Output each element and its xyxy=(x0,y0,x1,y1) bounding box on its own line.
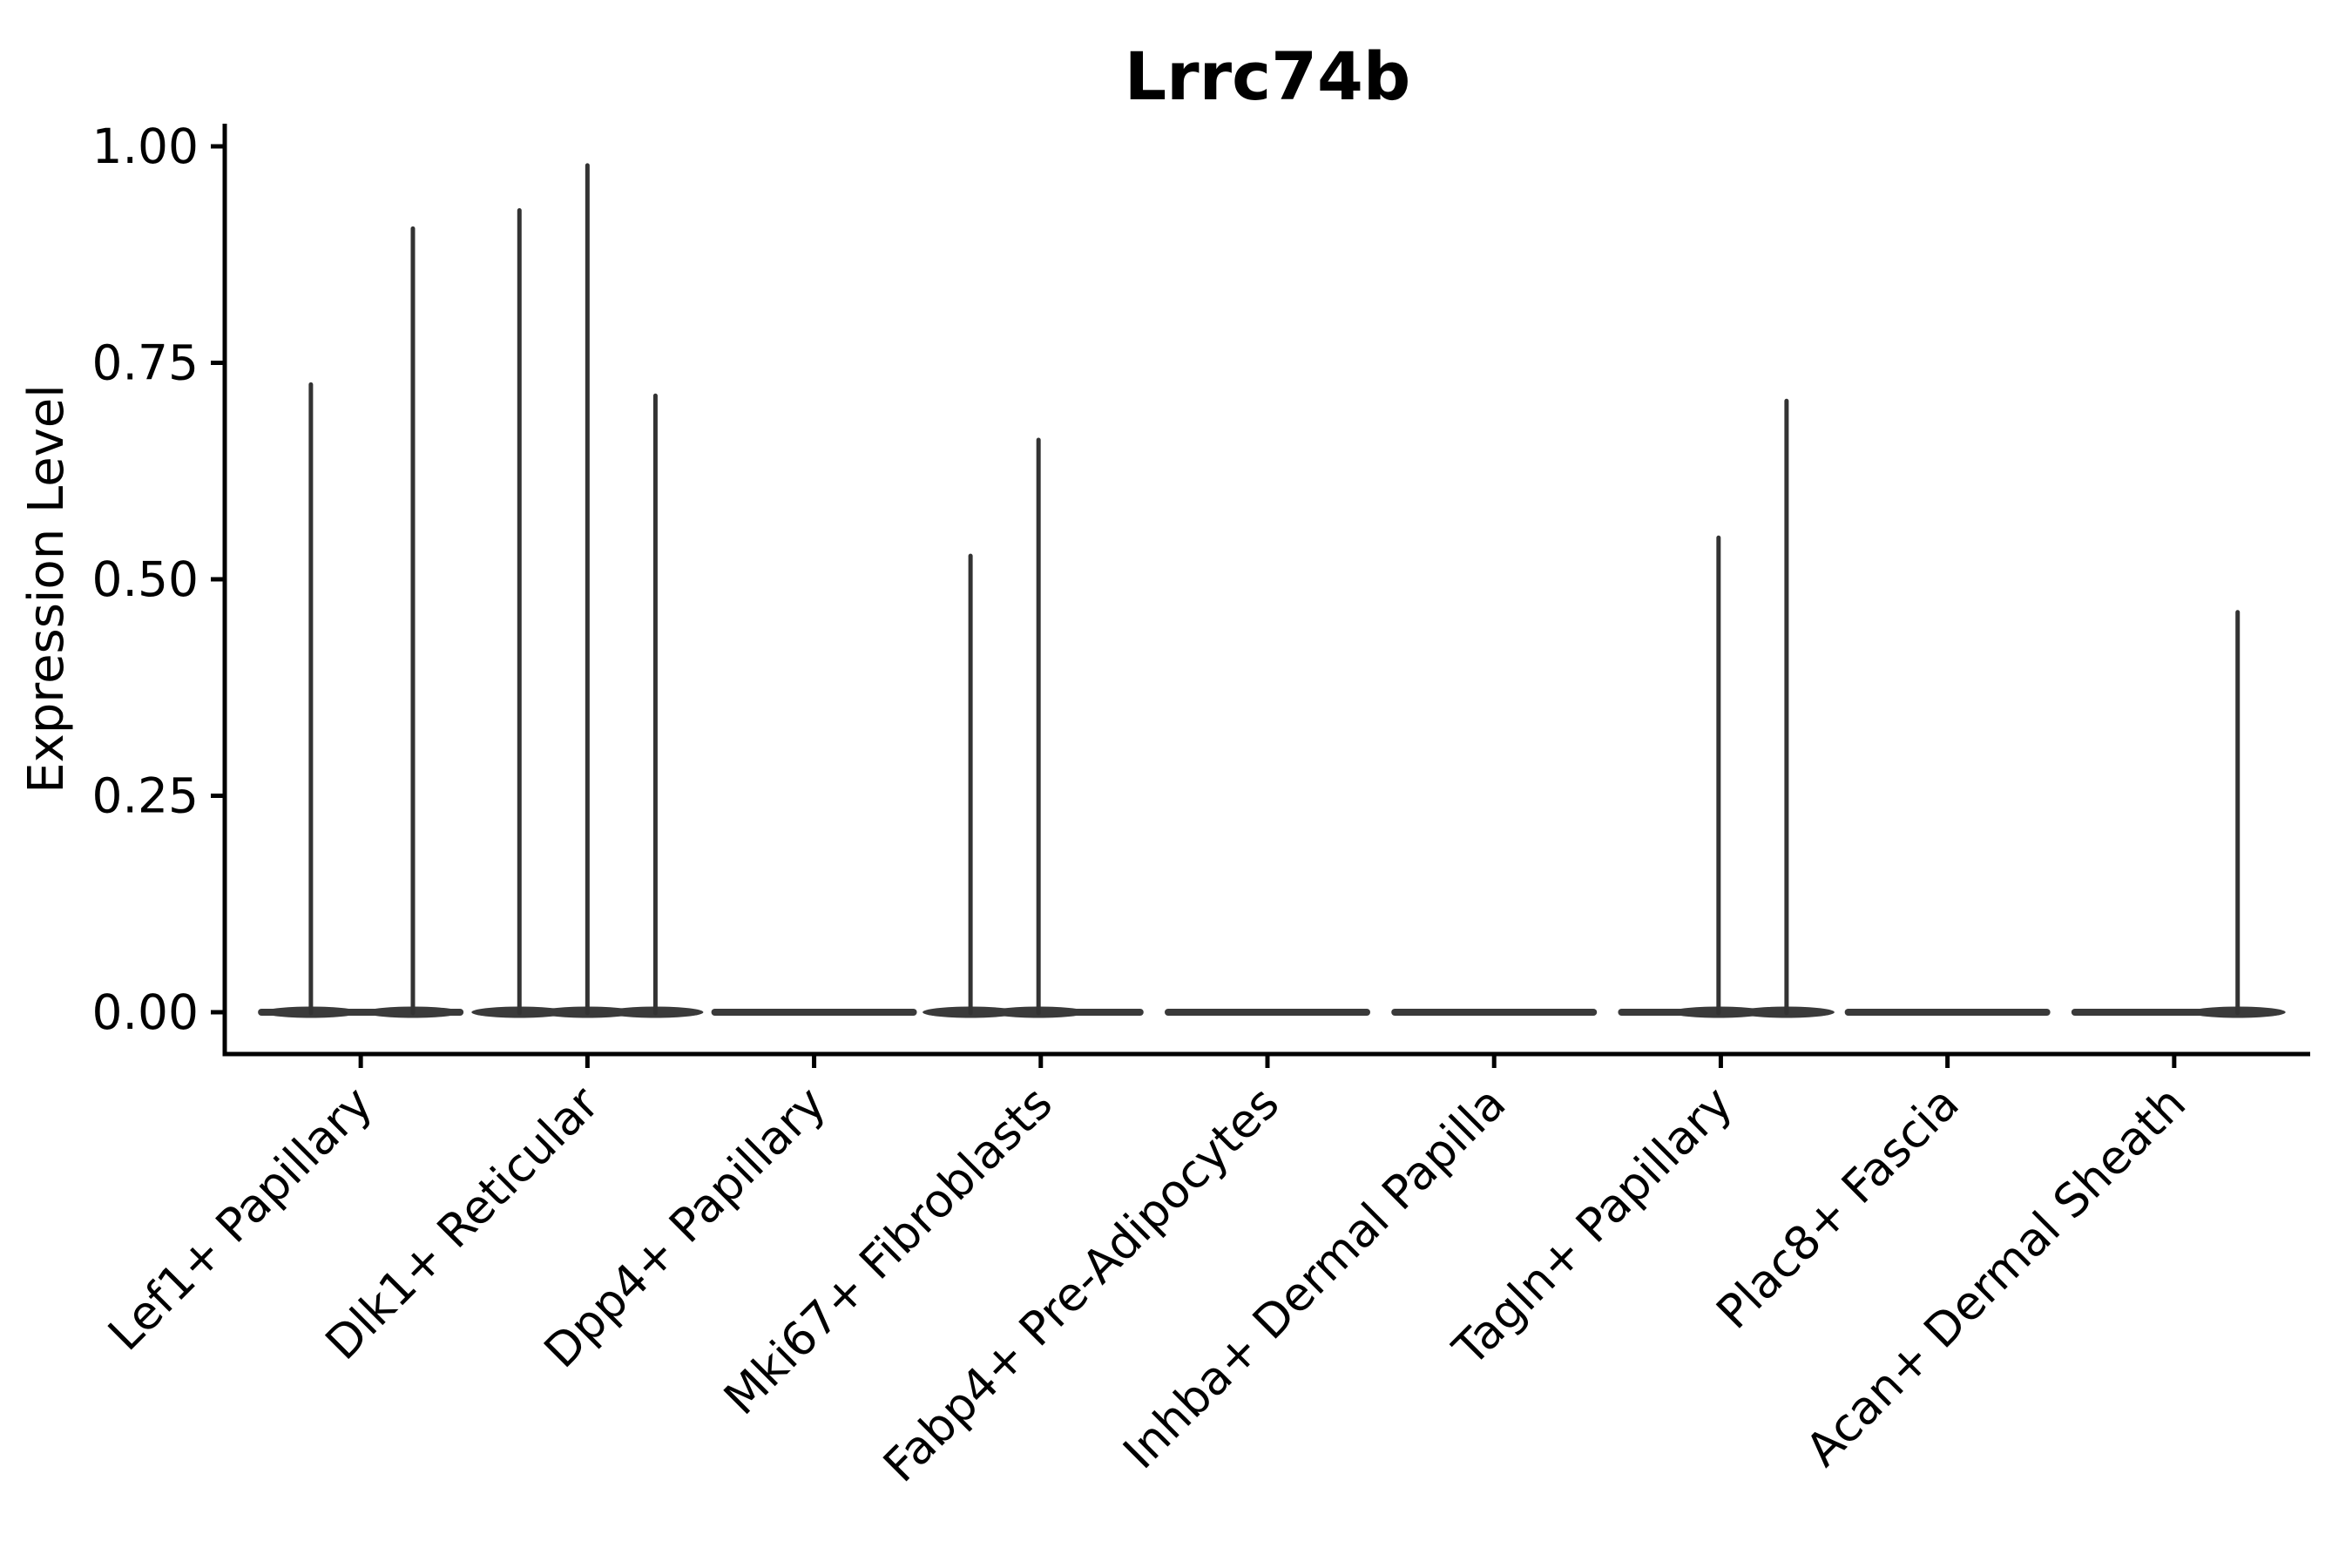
y-tick-label: 1.00 xyxy=(92,118,199,174)
plot-title: Lrrc74b xyxy=(1125,37,1411,115)
violin-group xyxy=(1391,1009,1598,1016)
violin-group xyxy=(2071,610,2286,1018)
violin-group xyxy=(1844,1009,2051,1016)
y-tick-label: 0.00 xyxy=(92,984,199,1040)
violins-layer xyxy=(258,163,2286,1018)
violin-group xyxy=(923,437,1144,1018)
x-tick-label: Acan+ Dermal Sheath xyxy=(1796,1077,2196,1477)
x-tick-label: Fabp4+ Pre-Adipocytes xyxy=(874,1077,1289,1492)
y-tick-label: 0.50 xyxy=(92,551,199,607)
violin-group xyxy=(711,1009,917,1016)
violin-group xyxy=(258,226,464,1018)
y-axis-title: Expression Level xyxy=(18,384,75,794)
y-axis-ticks: 0.00 0.25 0.50 0.75 1.00 xyxy=(92,118,225,1040)
y-tick-label: 0.75 xyxy=(92,335,199,391)
violin-group xyxy=(471,163,704,1018)
violin-body xyxy=(1844,1009,2051,1016)
violin-group xyxy=(1618,398,1835,1018)
violin-body xyxy=(1164,1009,1370,1016)
y-tick-label: 0.25 xyxy=(92,768,199,824)
violin-group xyxy=(1164,1009,1370,1016)
x-tick-label: Inhba+ Dermal Papilla xyxy=(1113,1077,1516,1479)
violin-body xyxy=(711,1009,917,1016)
x-tick-label: Plac8+ Fascia xyxy=(1707,1077,1969,1339)
violin-body xyxy=(1391,1009,1598,1016)
